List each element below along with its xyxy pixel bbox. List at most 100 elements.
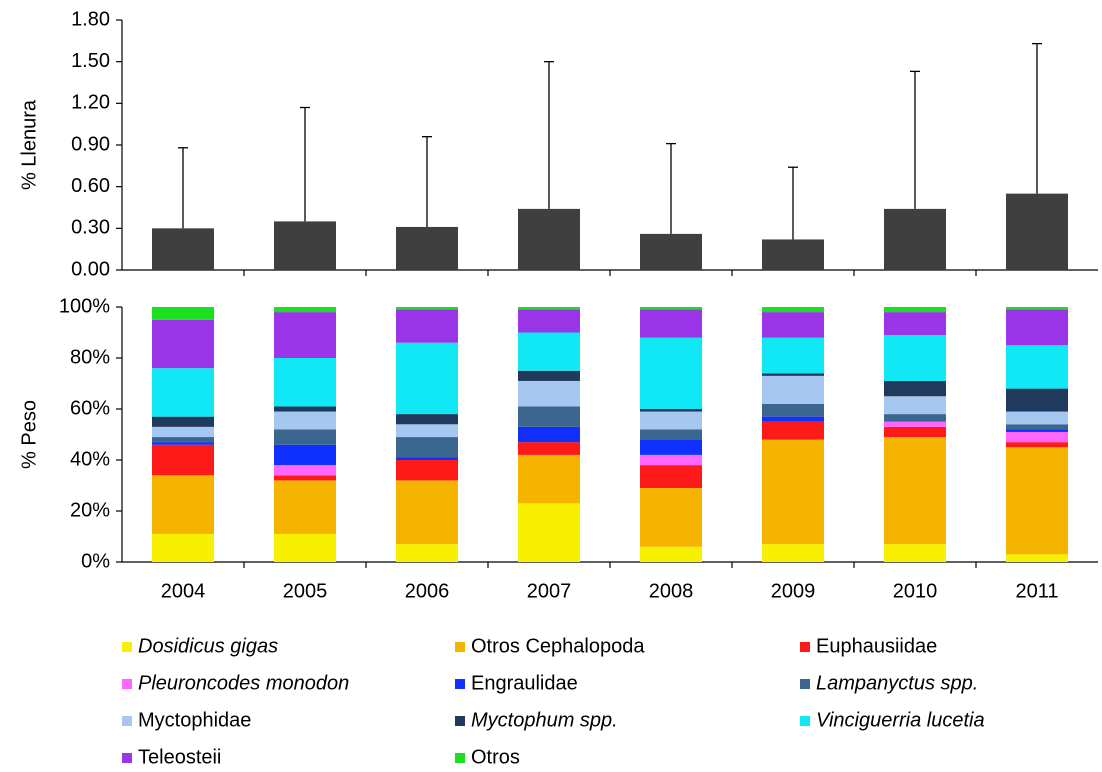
bar-segment — [518, 454, 580, 504]
legend-label: Pleuroncodes monodon — [138, 672, 349, 694]
x-tick-label: 2005 — [283, 580, 328, 602]
bar-segment — [884, 312, 946, 336]
bar-segment — [762, 416, 824, 422]
x-tick-label: 2010 — [893, 580, 938, 602]
x-tick-label: 2011 — [1015, 580, 1058, 602]
bar-segment — [1006, 442, 1068, 448]
bar-segment — [518, 307, 580, 310]
bar-segment — [152, 426, 214, 438]
bar — [884, 208, 946, 270]
bar-segment — [518, 503, 580, 562]
bar — [396, 226, 458, 270]
bar-segment — [762, 544, 824, 562]
bar-segment — [396, 437, 458, 458]
x-tick-label: 2007 — [527, 580, 572, 602]
bar — [762, 239, 824, 270]
bar-segment — [1006, 429, 1068, 432]
y-tick-label: 100% — [59, 295, 110, 317]
y-tick-label: 1.80 — [71, 8, 110, 30]
legend-label: Myctophidae — [138, 709, 251, 731]
bar-segment — [396, 309, 458, 343]
bar-segment — [640, 465, 702, 489]
bar-segment — [884, 335, 946, 381]
bar-segment — [640, 307, 702, 310]
bar-segment — [274, 475, 336, 481]
bar-segment — [884, 437, 946, 545]
y-tick-label: 0.90 — [71, 133, 110, 155]
bar — [1006, 193, 1068, 270]
bar-segment — [518, 406, 580, 427]
bar-segment — [1006, 554, 1068, 562]
bar-segment — [640, 454, 702, 466]
bar-segment — [518, 309, 580, 333]
legend-swatch — [122, 642, 132, 652]
bar — [152, 228, 214, 270]
bar-segment — [1006, 345, 1068, 389]
y-tick-label: 0.30 — [71, 217, 110, 239]
y-tick-label: 40% — [70, 448, 110, 470]
bar-segment — [396, 460, 458, 481]
bar-segment — [640, 429, 702, 440]
bar-segment — [1006, 307, 1068, 310]
bar-segment — [152, 475, 214, 534]
bar-segment — [274, 465, 336, 476]
bar-segment — [1006, 388, 1068, 412]
legend-label: Lampanyctus spp. — [816, 672, 978, 694]
x-tick-label: 2009 — [771, 580, 816, 602]
legend-swatch — [122, 753, 132, 763]
bar-segment — [274, 480, 336, 534]
legend-swatch — [455, 716, 465, 726]
legend-label: Otros — [471, 746, 520, 768]
bar-segment — [762, 421, 824, 440]
bar-segment — [274, 312, 336, 358]
y-tick-label: 0.00 — [71, 258, 110, 280]
y-tick-label: 80% — [70, 346, 110, 368]
legend-swatch — [455, 642, 465, 652]
bar-segment — [1006, 424, 1068, 430]
bar-segment — [518, 370, 580, 381]
bar — [518, 208, 580, 270]
bar-segment — [884, 307, 946, 313]
legend-swatch — [800, 679, 810, 689]
bar-segment — [640, 411, 702, 430]
bar-segment — [1006, 309, 1068, 346]
y-tick-label: 0% — [81, 550, 110, 572]
bar-segment — [884, 380, 946, 397]
bar-segment — [396, 307, 458, 310]
legend-label: Engraulidae — [471, 672, 578, 694]
legend-label: Euphausiidae — [816, 635, 937, 657]
y-tick-label: 1.50 — [71, 50, 110, 72]
bar-segment — [152, 307, 214, 320]
bar — [640, 233, 702, 270]
bar-segment — [274, 444, 336, 466]
bar-segment — [396, 424, 458, 438]
bar-segment — [640, 488, 702, 547]
y-tick-label: 20% — [70, 499, 110, 521]
bar-segment — [1006, 447, 1068, 555]
y-tick-label: 1.20 — [71, 92, 110, 114]
bar-segment — [518, 442, 580, 455]
bar-segment — [396, 480, 458, 545]
bar-segment — [396, 457, 458, 460]
bar-segment — [640, 409, 702, 412]
bar-segment — [762, 312, 824, 338]
bar-segment — [396, 342, 458, 415]
bar-segment — [1006, 431, 1068, 443]
x-tick-label: 2008 — [649, 580, 694, 602]
bar-segment — [152, 442, 214, 445]
legend-swatch — [455, 753, 465, 763]
bar-segment — [762, 375, 824, 404]
bar-segment — [1006, 411, 1068, 425]
bar-segment — [152, 437, 214, 443]
bar-segment — [884, 426, 946, 438]
legend-swatch — [455, 679, 465, 689]
bar-segment — [518, 426, 580, 443]
bar-segment — [274, 307, 336, 313]
bar-segment — [762, 337, 824, 374]
bar-segment — [640, 309, 702, 338]
bar-segment — [762, 307, 824, 313]
bar-segment — [274, 406, 336, 412]
legend-swatch — [800, 642, 810, 652]
bar-segment — [396, 414, 458, 425]
